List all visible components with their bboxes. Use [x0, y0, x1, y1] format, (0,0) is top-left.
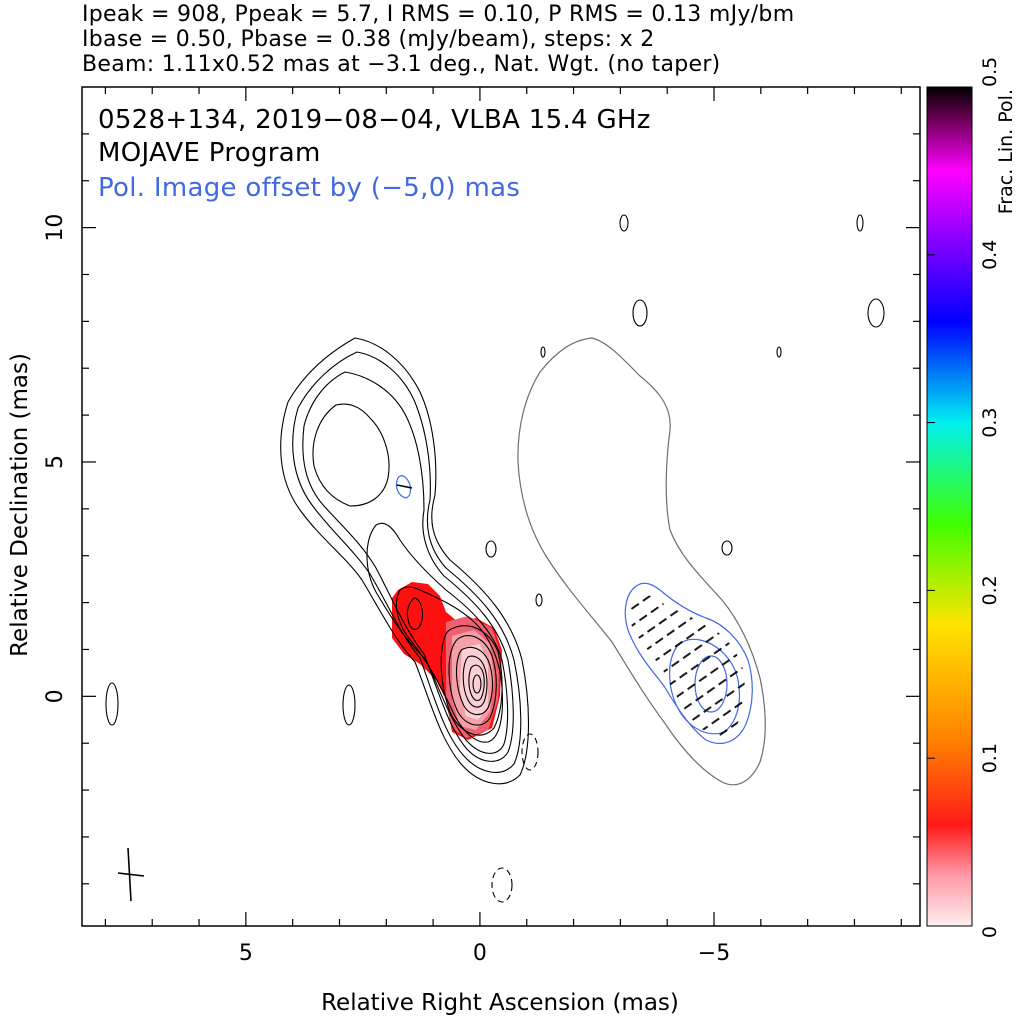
pol-offset-note: Pol. Image offset by (−5,0) mas [98, 173, 520, 203]
offset-intensity-contour [517, 337, 766, 786]
x-tick-label: −5 [698, 941, 730, 966]
polarization-vectors [628, 591, 745, 736]
outer-jet-evpa-tick [396, 484, 413, 489]
total-intensity-contours [105, 214, 885, 903]
colorbar [926, 86, 973, 927]
colorbar-tick-label: 0.2 [979, 575, 1001, 605]
plot-frame [81, 86, 921, 927]
colorbar-ticks: 0 0.1 0.2 0.3 0.4 0.5 [927, 57, 1001, 938]
y-axis-label: Relative Declination (mas) [7, 353, 33, 657]
colorbar-tick-label: 0.3 [979, 407, 1001, 437]
plot-subtitle: MOJAVE Program [98, 138, 321, 168]
colorbar-tick-label: 0.1 [979, 743, 1001, 773]
y-tick-label: 10 [43, 214, 68, 242]
y-tick-label: 0 [43, 689, 68, 703]
x-tick-label: 0 [473, 941, 487, 966]
x-tick-label: 5 [239, 941, 253, 966]
x-axis-label: Relative Right Ascension (mas) [321, 990, 679, 1016]
header-beam-line: Beam: 1.11x0.52 mas at −3.1 deg., Nat. W… [82, 52, 721, 77]
beam-marker [117, 847, 145, 902]
header-base-line: Ibase = 0.50, Pbase = 0.38 (mJy/beam), s… [82, 27, 655, 52]
colorbar-tick-label: 0.5 [979, 57, 1001, 87]
outer-jet-pol-contour [395, 475, 412, 499]
axes: 5 0 −5 0 5 10 [43, 87, 920, 966]
colorbar-tick-label: 0.4 [979, 240, 1001, 270]
colorbar-tick-label: 0 [979, 926, 1001, 938]
header-stats-line: Ipeak = 908, Ppeak = 5.7, I RMS = 0.10, … [82, 2, 795, 27]
y-tick-label: 5 [43, 455, 68, 469]
plot-title: 0528+134, 2019−08−04, VLBA 15.4 GHz [98, 105, 651, 135]
colorbar-label: Frac. Lin. Pol. [995, 89, 1017, 214]
